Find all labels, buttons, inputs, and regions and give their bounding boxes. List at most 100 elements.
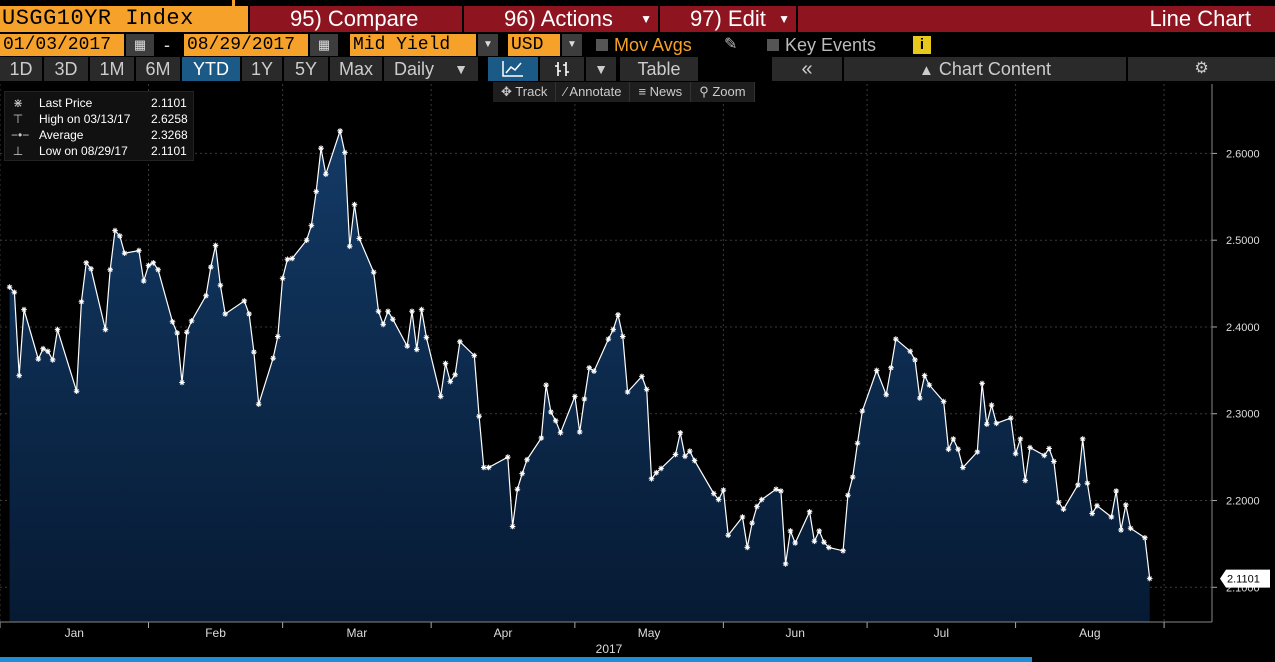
chevron-down-icon[interactable]: ▼ xyxy=(562,34,582,56)
field-select[interactable]: Mid Yield xyxy=(350,34,476,56)
end-date-field[interactable]: 08/29/2017 xyxy=(184,34,308,56)
calendar-icon[interactable]: ▦ xyxy=(126,34,154,56)
toolbar: 1D 3D 1M 6M YTD 1Y 5Y Max Daily ▼ ▼ Tabl… xyxy=(0,57,1275,81)
data-point xyxy=(1084,480,1091,487)
data-point xyxy=(1075,482,1081,488)
line-chart-icon[interactable] xyxy=(488,57,538,81)
x-tick-label: Jun xyxy=(786,626,805,640)
data-point xyxy=(979,380,985,387)
x-tick-label: Jan xyxy=(65,626,84,640)
ticker-field[interactable]: USGG10YR Index xyxy=(0,6,248,32)
annotate-tool[interactable]: ∕ Annotate xyxy=(556,82,631,102)
chevron-down-icon[interactable]: ▼ xyxy=(586,57,616,81)
data-point xyxy=(749,520,755,526)
data-point xyxy=(610,326,617,333)
data-point xyxy=(212,242,219,249)
data-point xyxy=(725,532,732,539)
data-point xyxy=(485,464,492,471)
data-point xyxy=(385,308,391,315)
data-point xyxy=(346,243,353,250)
range-1y-button[interactable]: 1Y xyxy=(242,57,282,81)
data-point xyxy=(557,429,564,436)
data-point xyxy=(806,508,813,515)
actions-button[interactable]: 96) Actions ▼ xyxy=(464,6,658,32)
range-max-button[interactable]: Max xyxy=(330,57,382,81)
compare-button[interactable]: 95) Compare xyxy=(250,6,462,32)
pencil-icon[interactable]: ✎ xyxy=(724,36,738,53)
calendar-icon[interactable]: ▦ xyxy=(310,34,338,56)
range-1d-button[interactable]: 1D xyxy=(0,57,42,81)
data-point xyxy=(993,420,1000,427)
bar-chart-icon[interactable] xyxy=(540,57,584,81)
data-point xyxy=(337,128,343,134)
data-point xyxy=(653,469,660,476)
data-point xyxy=(145,262,152,269)
data-point xyxy=(342,149,348,156)
data-point xyxy=(447,378,454,385)
annotate-label: Annotate xyxy=(569,84,622,99)
legend-name: High on 03/13/17 xyxy=(39,112,131,126)
frequency-select[interactable]: Daily ▼ xyxy=(384,57,478,81)
data-point xyxy=(873,367,880,374)
start-date-field[interactable]: 01/03/2017 xyxy=(0,34,124,56)
range-ytd-button[interactable]: YTD xyxy=(182,57,240,81)
key-events-checkbox[interactable] xyxy=(767,39,779,51)
data-point xyxy=(54,326,61,333)
data-point xyxy=(184,329,190,336)
news-tool[interactable]: ≡ News xyxy=(630,82,692,102)
data-point xyxy=(1127,525,1134,532)
data-point xyxy=(955,446,961,453)
table-button[interactable]: Table xyxy=(620,57,698,81)
chart-content-button[interactable]: ▲ Chart Content xyxy=(844,57,1126,81)
data-point xyxy=(619,333,626,340)
data-point xyxy=(921,372,928,379)
data-point xyxy=(758,496,765,503)
legend-row-average: −•− Average 2.3268 xyxy=(9,127,189,143)
currency-select[interactable]: USD xyxy=(508,34,560,56)
data-point xyxy=(1012,450,1019,457)
y-tick-label: 2.3000 xyxy=(1226,409,1260,421)
range-5y-button[interactable]: 5Y xyxy=(284,57,328,81)
track-tool[interactable]: ✥ Track xyxy=(493,82,557,102)
key-events-label[interactable]: Key Events xyxy=(785,35,877,55)
edit-button[interactable]: 97) Edit ▼ xyxy=(660,6,796,32)
data-point xyxy=(380,321,387,328)
chevron-down-icon[interactable]: ▼ xyxy=(478,34,498,56)
frequency-label: Daily xyxy=(394,59,435,79)
legend-value: 2.1101 xyxy=(151,144,187,158)
mov-avgs-checkbox[interactable] xyxy=(596,39,608,51)
collapse-icon[interactable]: « xyxy=(772,57,842,81)
data-point xyxy=(643,386,650,393)
data-point xyxy=(1055,499,1062,506)
data-point xyxy=(840,547,846,554)
info-icon[interactable]: i xyxy=(913,36,931,54)
legend-row-last: ⋇ Last Price 2.1101 xyxy=(9,95,189,111)
data-point xyxy=(274,333,281,340)
data-point xyxy=(318,145,324,151)
data-point xyxy=(1007,415,1014,421)
data-point xyxy=(744,544,751,551)
data-point xyxy=(509,523,516,530)
data-point xyxy=(787,528,794,534)
gear-icon[interactable]: ⚙ xyxy=(1128,57,1275,81)
data-point xyxy=(409,308,415,315)
data-point xyxy=(174,330,180,336)
zoom-tool[interactable]: ⚲ Zoom xyxy=(691,82,755,102)
range-6m-button[interactable]: 6M xyxy=(136,57,180,81)
mov-avgs-label[interactable]: Mov Avgs xyxy=(614,35,692,55)
data-point xyxy=(792,540,799,546)
data-point xyxy=(188,318,195,324)
legend-row-high: ⊤ High on 03/13/17 2.6258 xyxy=(9,111,189,127)
data-point xyxy=(150,259,157,266)
compare-label: 95) Compare xyxy=(290,6,419,31)
data-point xyxy=(88,265,94,272)
range-1m-button[interactable]: 1M xyxy=(90,57,134,81)
data-point xyxy=(136,247,142,254)
range-3d-button[interactable]: 3D xyxy=(44,57,88,81)
data-point xyxy=(16,372,23,379)
data-point xyxy=(825,544,832,551)
x-tick-label: Aug xyxy=(1079,626,1100,640)
data-point xyxy=(720,487,727,493)
data-point xyxy=(1046,445,1052,452)
